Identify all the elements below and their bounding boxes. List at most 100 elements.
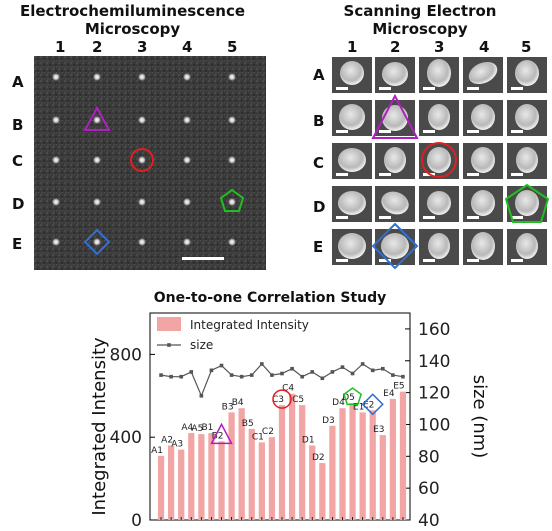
chart-title: One-to-one Correlation Study xyxy=(153,290,387,306)
size-point-C3 xyxy=(280,371,284,376)
size-point-D2 xyxy=(320,376,325,381)
ecl-col-2: 2 xyxy=(92,38,103,56)
sem-row-D: D xyxy=(313,198,326,216)
y2-tick-label: 40 xyxy=(418,511,440,531)
sem-marker-c3-circle xyxy=(421,142,457,178)
bar-label-B4: B4 xyxy=(232,398,244,408)
bar-label-C5: C5 xyxy=(292,395,304,405)
bar-label-A5: A5 xyxy=(191,424,203,434)
bar-E4 xyxy=(389,398,397,520)
size-point-C1 xyxy=(260,362,264,366)
sem-row-a xyxy=(332,57,547,93)
bar-label-B2: B2 xyxy=(212,431,224,441)
size-point-C5 xyxy=(300,374,304,379)
bar-A2 xyxy=(167,445,175,520)
ecl-row-E: E xyxy=(12,235,23,253)
bar-C4 xyxy=(288,393,296,520)
bar-D2 xyxy=(319,463,326,520)
size-point-E1 xyxy=(360,362,365,366)
sem-marker-d5-pentagon xyxy=(504,183,550,223)
bar-B3 xyxy=(228,412,235,520)
size-point-E2 xyxy=(370,368,375,373)
y2-tick-label: 160 xyxy=(418,320,450,340)
sem-row-b xyxy=(332,100,547,136)
bar-C2 xyxy=(268,437,276,520)
bar-B2 xyxy=(218,441,225,520)
ecl-image xyxy=(34,56,266,270)
sem-marker-b2-triangle xyxy=(371,93,419,139)
bar-B1 xyxy=(208,433,215,520)
sem-col-1: 1 xyxy=(347,38,358,56)
legend-bar-label: Integrated Intensity xyxy=(190,318,309,332)
ecl-marker-c3-circle xyxy=(130,148,154,172)
bar-label-A3: A3 xyxy=(171,440,183,450)
y-tick-label: 400 xyxy=(110,428,142,448)
bar-label-C2: C2 xyxy=(262,427,274,437)
bar-label-B5: B5 xyxy=(242,419,254,429)
sem-col-4: 4 xyxy=(479,38,490,56)
y2-tick-label: 140 xyxy=(418,352,450,372)
bar-label-D4: D4 xyxy=(332,398,345,408)
legend-line-point xyxy=(167,343,171,347)
ecl-row-A: A xyxy=(12,73,24,91)
y2-tick-label: 100 xyxy=(418,415,450,435)
sem-row-B: B xyxy=(313,112,325,130)
bar-label-C3: C3 xyxy=(272,395,284,405)
bar-A5 xyxy=(198,434,205,520)
size-point-E4 xyxy=(391,373,395,377)
sem-col-3: 3 xyxy=(434,38,445,56)
bar-B5 xyxy=(248,428,255,520)
sem-row-d xyxy=(332,186,547,222)
size-point-A3 xyxy=(179,374,183,379)
bar-D4 xyxy=(339,408,346,520)
bar-label-D1: D1 xyxy=(302,435,315,445)
size-point-C2 xyxy=(270,373,274,377)
bar-E5 xyxy=(399,391,407,520)
size-point-E5 xyxy=(401,374,405,379)
correlation-chart: 0 400 800 40 60 80 100 120 140 160 Integrated Inte… xyxy=(89,312,490,531)
size-point-A4 xyxy=(189,370,194,374)
y2-tick-label: 120 xyxy=(418,384,450,404)
bar-label-D2: D2 xyxy=(312,453,325,463)
ecl-col-1: 1 xyxy=(55,38,66,56)
size-point-D3 xyxy=(330,370,335,374)
bar-label-E4: E4 xyxy=(383,389,395,399)
bar-label-C4: C4 xyxy=(282,384,294,394)
size-point-D1 xyxy=(310,370,315,374)
size-point-C4 xyxy=(290,366,294,371)
sem-row-c xyxy=(332,143,547,179)
bar-D1 xyxy=(309,445,316,520)
ecl-title: Electrochemiluminescence Microscopy xyxy=(19,2,246,38)
bar-label-B3: B3 xyxy=(222,402,234,412)
bar-label-A4: A4 xyxy=(181,423,193,433)
bar-E1 xyxy=(359,412,366,520)
chart-marker-e2-diamond xyxy=(361,393,384,416)
sem-grid xyxy=(332,57,550,270)
bar-E2 xyxy=(369,410,376,520)
chart-marker-c3-circle xyxy=(272,389,292,409)
sem-row-e xyxy=(332,229,547,265)
ecl-marker-d5-pentagon xyxy=(219,188,245,212)
bar-label-A2: A2 xyxy=(161,435,173,445)
bar-label-B1: B1 xyxy=(201,423,213,433)
y2-tick-label: 60 xyxy=(418,479,440,499)
bar-E3 xyxy=(379,435,386,520)
bar-C3 xyxy=(278,405,286,520)
bar-A3 xyxy=(178,449,185,520)
bar-A1 xyxy=(157,455,165,520)
ecl-col-5: 5 xyxy=(227,38,238,56)
bar-label-A1: A1 xyxy=(151,446,163,456)
ecl-scale-bar xyxy=(182,257,224,260)
ecl-marker-b2-triangle xyxy=(83,105,111,131)
bar-label-E2: E2 xyxy=(363,400,374,410)
size-point-E3 xyxy=(381,366,385,371)
legend-bar-swatch xyxy=(157,317,181,331)
sem-title: Scanning Electron Microscopy xyxy=(343,2,497,38)
y2-axis-label: size (nm) xyxy=(469,375,490,459)
sem-row-A: A xyxy=(313,66,325,84)
bar-B4 xyxy=(238,408,245,520)
y2-tick-label: 80 xyxy=(418,447,440,467)
legend-line-label: size xyxy=(190,338,213,352)
bar-D5 xyxy=(349,403,356,520)
sem-marker-e2-diamond xyxy=(371,222,419,270)
